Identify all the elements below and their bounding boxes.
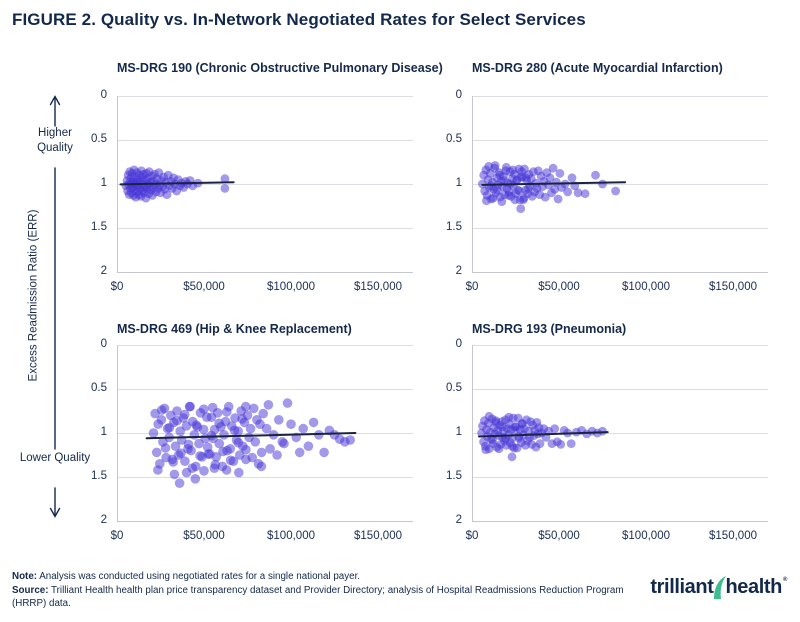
panel-title-drg190: MS-DRG 190 (Chronic Obstructive Pulmonar… bbox=[117, 61, 443, 75]
x-tick-label: $0 bbox=[465, 281, 479, 293]
y-tick-label: 2 bbox=[455, 265, 462, 277]
y-tick-label: 0.5 bbox=[91, 382, 107, 394]
y-axis-title: Excess Readmission Ratio (ERR) bbox=[27, 209, 40, 382]
x-tick-label: $100,000 bbox=[267, 281, 315, 293]
x-tick-label: $50,000 bbox=[183, 530, 225, 542]
y-tick-label: 1 bbox=[100, 177, 107, 189]
x-tick-label: $50,000 bbox=[538, 530, 580, 542]
scatter-plot-drg469 bbox=[117, 345, 413, 522]
panel-title-drg280: MS-DRG 280 (Acute Myocardial Infarction) bbox=[472, 61, 723, 75]
x-tick-label: $100,000 bbox=[267, 530, 315, 542]
figure-notes: Note: Analysis was conducted using negot… bbox=[12, 570, 640, 611]
source-text: Trilliant Health health plan price trans… bbox=[12, 584, 624, 610]
panel-title-drg469: MS-DRG 469 (Hip & Knee Replacement) bbox=[117, 322, 352, 336]
lower-quality-label: Lower Quality bbox=[19, 452, 91, 464]
x-tick-label: $50,000 bbox=[538, 281, 580, 293]
higher-quality-label: Higher Quality bbox=[37, 127, 73, 154]
logo-swoosh-icon bbox=[714, 576, 727, 599]
logo-word-trilliant: trilliant bbox=[650, 576, 714, 598]
scatter-plot-drg190 bbox=[117, 96, 413, 273]
x-tick-label: $150,000 bbox=[354, 281, 402, 293]
quality-axis-arrow bbox=[49, 95, 61, 518]
scatter-plot-drg280 bbox=[472, 96, 768, 273]
y-tick-label: 1 bbox=[455, 426, 462, 438]
source-label: Source: bbox=[12, 584, 49, 596]
panel-title-drg193: MS-DRG 193 (Pneumonia) bbox=[472, 322, 627, 336]
y-tick-label: 1.5 bbox=[91, 221, 107, 233]
y-tick-label: 1 bbox=[455, 177, 462, 189]
y-tick-label: 0 bbox=[455, 89, 462, 101]
y-tick-label: 1.5 bbox=[446, 221, 462, 233]
y-tick-label: 0.5 bbox=[446, 133, 462, 145]
x-tick-label: $100,000 bbox=[622, 530, 670, 542]
registered-mark: ® bbox=[782, 577, 787, 583]
y-tick-label: 0 bbox=[100, 338, 107, 350]
y-tick-label: 0.5 bbox=[446, 382, 462, 394]
figure-title: FIGURE 2. Quality vs. In-Network Negotia… bbox=[12, 10, 586, 29]
note-label: Note: bbox=[12, 571, 38, 582]
trilliant-health-logo: trilliant health ® bbox=[650, 575, 787, 600]
y-tick-label: 2 bbox=[100, 265, 107, 277]
x-tick-label: $0 bbox=[110, 281, 124, 293]
x-tick-label: $100,000 bbox=[622, 281, 670, 293]
x-tick-label: $150,000 bbox=[709, 281, 757, 293]
y-tick-label: 1 bbox=[100, 426, 107, 438]
x-tick-label: $50,000 bbox=[183, 281, 225, 293]
x-tick-label: $0 bbox=[465, 530, 479, 542]
y-tick-label: 0 bbox=[455, 338, 462, 350]
logo-word-health: health bbox=[725, 576, 782, 598]
y-tick-label: 0 bbox=[100, 89, 107, 101]
x-tick-label: $0 bbox=[110, 530, 124, 542]
y-tick-label: 0.5 bbox=[91, 133, 107, 145]
y-tick-label: 1.5 bbox=[446, 470, 462, 482]
x-tick-label: $150,000 bbox=[709, 530, 757, 542]
scatter-plot-drg193 bbox=[472, 345, 768, 522]
y-tick-label: 2 bbox=[100, 514, 107, 526]
y-tick-label: 1.5 bbox=[91, 470, 107, 482]
x-tick-label: $150,000 bbox=[354, 530, 402, 542]
y-tick-label: 2 bbox=[455, 514, 462, 526]
note-text: Analysis was conducted using negotiated … bbox=[39, 571, 361, 582]
arrow-down-icon bbox=[49, 507, 61, 518]
